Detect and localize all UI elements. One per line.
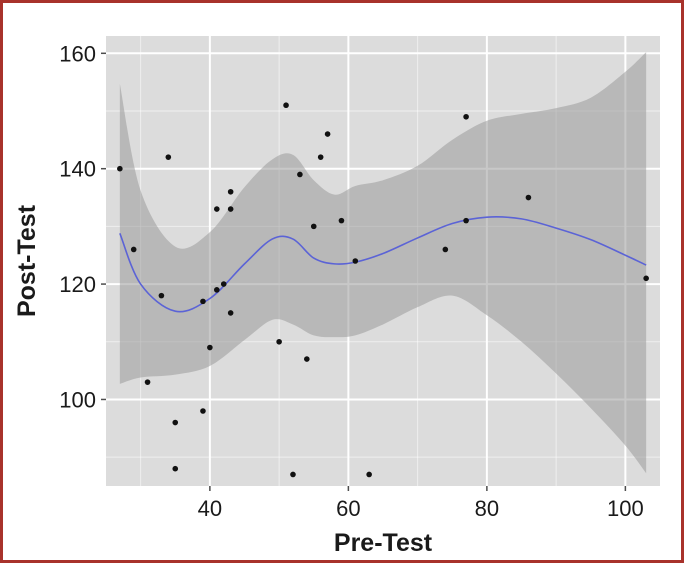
data-point: [117, 165, 123, 172]
data-points: [117, 102, 649, 478]
data-point: [214, 206, 220, 212]
data-point: [144, 379, 151, 385]
x-tick-label: 40: [198, 496, 222, 521]
data-point: [463, 113, 469, 120]
y-tick-label: 120: [59, 272, 96, 297]
x-axis-title: Pre-Test: [334, 529, 433, 557]
data-point: [200, 298, 206, 305]
data-point: [283, 102, 289, 109]
data-point: [172, 419, 179, 426]
data-point: [290, 471, 296, 478]
data-point: [276, 338, 282, 345]
data-point: [463, 217, 469, 224]
data-point: [643, 275, 649, 282]
x-tick-label: 80: [475, 496, 499, 521]
data-point: [227, 310, 234, 316]
data-point: [227, 188, 234, 195]
scatter-chart: 40 60 80 100 100 120 140 160 Pre-Test Post-Tes…: [13, 36, 660, 557]
data-point: [338, 217, 345, 224]
x-tick-label: 100: [607, 496, 644, 521]
data-point: [227, 206, 234, 212]
x-tick-label: 60: [336, 496, 360, 521]
data-point: [207, 344, 213, 351]
y-tick-label: 100: [59, 387, 96, 412]
data-point: [172, 465, 179, 472]
x-axis-ticks: 40 60 80 100: [198, 486, 644, 521]
data-point: [304, 356, 310, 362]
data-point: [158, 292, 165, 299]
data-point: [366, 471, 372, 478]
data-point: [200, 408, 206, 414]
data-point: [220, 281, 227, 287]
y-axis-title: Post-Test: [13, 204, 41, 317]
y-tick-label: 160: [59, 41, 96, 66]
data-point: [130, 246, 137, 253]
data-point: [442, 246, 449, 253]
data-point: [165, 154, 172, 160]
data-point: [317, 154, 324, 160]
data-point: [310, 223, 317, 230]
confidence-band: [119, 52, 647, 474]
data-point: [214, 287, 220, 293]
data-point: [297, 171, 303, 178]
data-point: [324, 131, 331, 137]
y-tick-label: 140: [59, 157, 96, 182]
data-point: [352, 258, 359, 264]
data-point: [525, 194, 532, 201]
y-axis-ticks: 100 120 140 160: [59, 41, 106, 412]
